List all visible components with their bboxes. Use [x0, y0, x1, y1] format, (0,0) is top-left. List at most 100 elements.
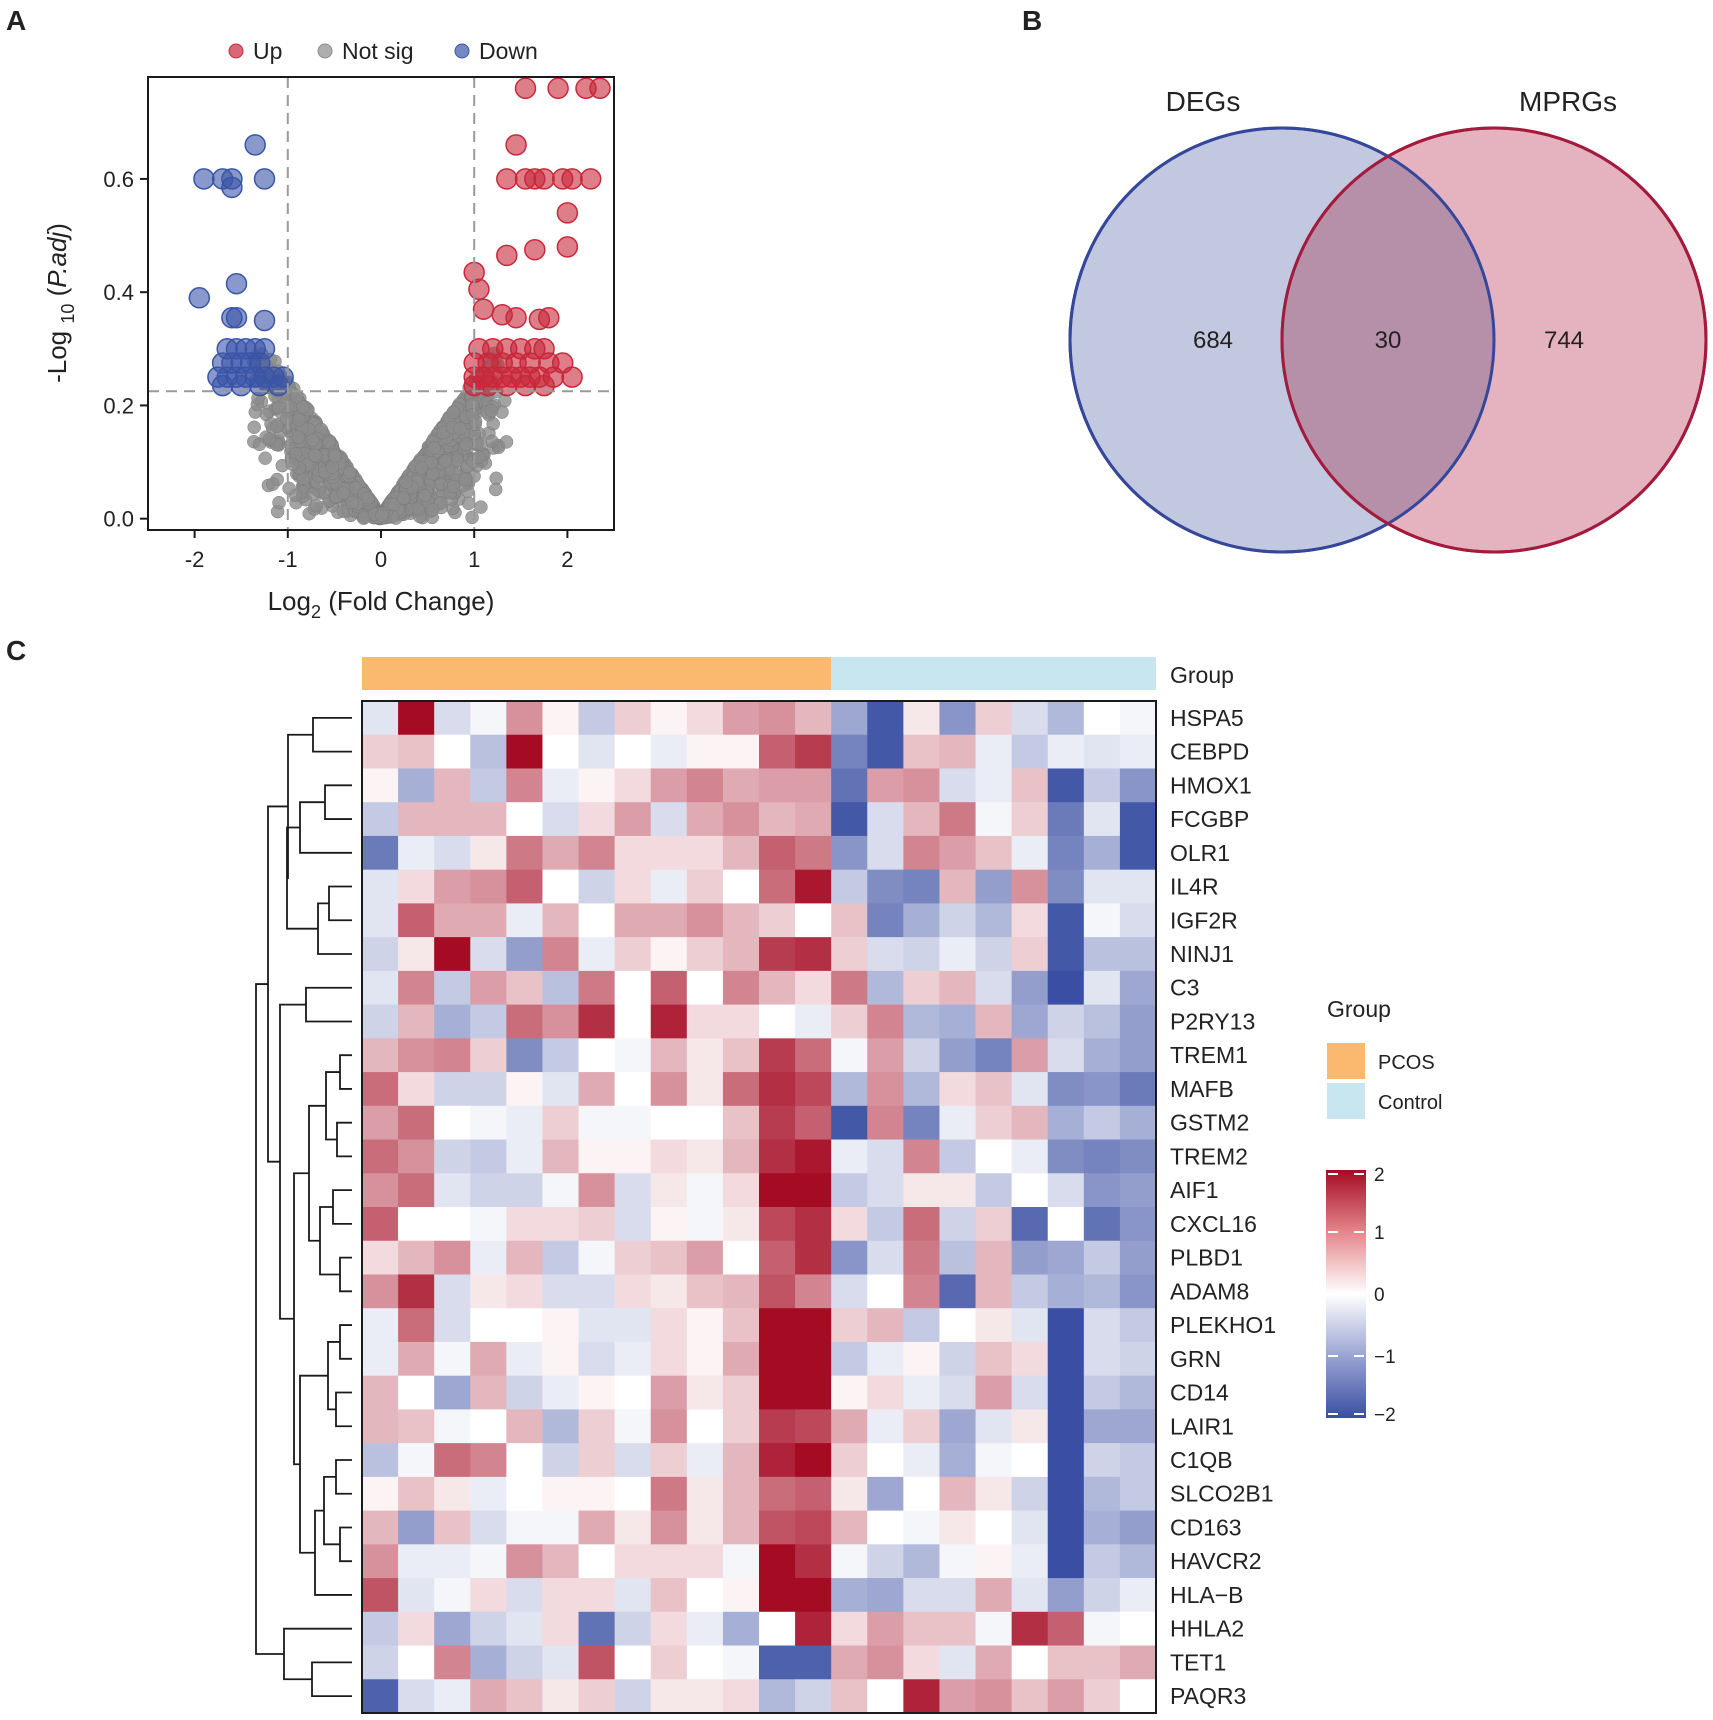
heatmap-cell: [1047, 802, 1085, 837]
heatmap-cell: [939, 1207, 977, 1242]
point-not-sig: [438, 454, 453, 468]
heatmap-cell: [759, 1645, 796, 1680]
heatmap-cell: [903, 1443, 940, 1478]
heatmap-cell: [650, 1443, 688, 1478]
heatmap-cell: [759, 1375, 796, 1410]
row-label: LAIR1: [1170, 1413, 1234, 1439]
heatmap-cell: [939, 734, 977, 769]
volcano-y-axis: 0.0 0.2 0.4 0.6: [103, 167, 148, 532]
heatmap-cell: [578, 1105, 616, 1141]
heatmap-cell: [722, 1308, 760, 1343]
venn-label-degs: DEGs: [1166, 86, 1241, 117]
heatmap-cell: [975, 1207, 1013, 1242]
heatmap-cell: [542, 1375, 580, 1410]
row-label: CEBPD: [1170, 739, 1249, 765]
venn-overlap: [1282, 128, 1494, 552]
heatmap-cell: [1011, 1240, 1049, 1275]
heatmap-cell: [1119, 1139, 1157, 1174]
heatmap-cell: [1083, 937, 1121, 972]
heatmap-cell: [975, 1240, 1013, 1275]
legend-marker-down: [454, 43, 470, 59]
heatmap-cell: [686, 1611, 724, 1647]
heatmap-cell: [362, 1139, 399, 1174]
heatmap-cell: [831, 1443, 868, 1478]
heatmap-cell: [1047, 1274, 1085, 1309]
heatmap-cell: [650, 1207, 688, 1242]
heatmap-cell: [686, 1375, 724, 1410]
heatmap-cell: [434, 1308, 471, 1343]
heatmap-cell: [1047, 768, 1085, 803]
heatmap-cell: [1083, 1038, 1121, 1073]
panel-letter-a: A: [6, 5, 26, 36]
point-not-sig: [458, 472, 473, 487]
heatmap-cell: [542, 802, 580, 837]
heatmap-cell: [398, 937, 435, 972]
heatmap-cell: [795, 835, 832, 871]
dendrogram-branch: [299, 801, 352, 854]
dendrogram-branch: [283, 1627, 352, 1681]
panel-letter-b: B: [1022, 5, 1042, 36]
volcano-x-title-pre: Log: [268, 586, 311, 616]
heatmap-cell: [686, 1004, 724, 1039]
heatmap-cell: [470, 1173, 507, 1208]
row-label: MAFB: [1170, 1076, 1234, 1102]
heatmap-cell: [1119, 1611, 1157, 1647]
heatmap-cell: [903, 1409, 940, 1444]
point-down: [267, 374, 290, 397]
heatmap-cell: [578, 1004, 616, 1039]
heatmap-cell: [614, 1308, 652, 1343]
heatmap-cell: [434, 734, 471, 769]
heatmap-cell: [434, 1105, 471, 1141]
dendrogram-branch: [332, 1189, 352, 1225]
volcano-plot-frame: [147, 76, 615, 531]
heatmap-cell: [1047, 1240, 1085, 1275]
heatmap-cell: [975, 1476, 1013, 1512]
heatmap-cell: [578, 1375, 616, 1410]
point-down: [193, 168, 215, 190]
point-up: [496, 374, 518, 397]
heatmap-cell: [722, 903, 760, 938]
heatmap-cell: [795, 1476, 832, 1512]
heatmap-cell: [1047, 835, 1085, 871]
point-down: [188, 287, 211, 309]
heatmap-cell: [759, 1443, 796, 1478]
heatmap-cell: [831, 1105, 868, 1141]
heatmap-cell: [759, 1409, 796, 1444]
heatmap-cell: [542, 1645, 580, 1680]
heatmap-cell: [975, 1004, 1013, 1039]
venn-circle-degs-outline: [1068, 126, 1496, 554]
heatmap-cell: [542, 768, 580, 803]
heatmap-cell: [398, 701, 435, 736]
heatmap-cell: [759, 835, 796, 871]
heatmap-cell: [398, 1105, 435, 1141]
heatmap-cell: [1083, 1105, 1121, 1141]
heatmap-cell: [686, 802, 724, 837]
heatmap-cell: [1047, 1207, 1085, 1242]
heatmap-cell: [614, 937, 652, 972]
heatmap-cell: [506, 768, 543, 803]
row-label: HMOX1: [1170, 772, 1252, 798]
heatmap-cell: [1047, 701, 1085, 736]
heatmap-cell: [578, 701, 616, 736]
heatmap-cell: [939, 1105, 977, 1141]
heatmap-cell: [1083, 1207, 1121, 1242]
heatmap-cell: [686, 970, 724, 1006]
heatmap-cell: [434, 1139, 471, 1174]
point-not-sig: [485, 434, 499, 449]
y-tick-label: 0.0: [103, 507, 134, 532]
colorbar-tick-label: −1: [1374, 1347, 1396, 1368]
heatmap-cell: [903, 734, 940, 769]
heatmap-cell: [939, 1240, 977, 1275]
heatmap-cell: [831, 802, 868, 837]
heatmap-cell: [650, 1308, 688, 1343]
heatmap-cell: [867, 1038, 904, 1073]
heatmap-cell: [722, 1443, 760, 1478]
heatmap-cell: [398, 835, 435, 871]
heatmap-cell: [939, 1578, 977, 1613]
heatmap-cell: [1083, 835, 1121, 871]
heatmap-cell: [686, 1544, 724, 1579]
heatmap-cell: [759, 1004, 796, 1039]
heatmap-cell: [578, 1173, 616, 1208]
heatmap-cell: [470, 903, 507, 938]
heatmap-cell: [578, 1274, 616, 1309]
